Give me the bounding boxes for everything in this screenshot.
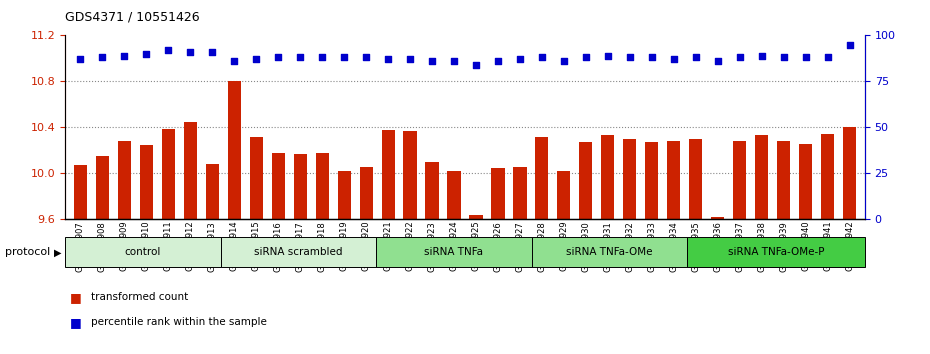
Bar <box>623 139 636 219</box>
Point <box>183 49 198 55</box>
Text: GDS4371 / 10551426: GDS4371 / 10551426 <box>65 11 200 24</box>
Point <box>380 57 395 62</box>
Bar <box>404 131 417 219</box>
Bar <box>579 142 592 219</box>
Point <box>711 58 725 64</box>
Text: ■: ■ <box>70 291 82 304</box>
Bar <box>249 137 263 219</box>
Point <box>469 62 484 68</box>
Bar <box>272 153 285 219</box>
Bar <box>821 134 834 219</box>
Bar <box>162 129 175 219</box>
Bar <box>184 122 197 219</box>
Text: control: control <box>125 247 161 257</box>
Point <box>205 49 219 55</box>
Point <box>314 55 329 60</box>
Bar <box>118 141 131 219</box>
Point <box>820 55 835 60</box>
Bar <box>73 165 87 219</box>
Bar <box>733 141 746 219</box>
Point <box>666 57 681 62</box>
Point <box>512 57 527 62</box>
Point <box>842 42 857 47</box>
Text: percentile rank within the sample: percentile rank within the sample <box>91 317 267 327</box>
Bar <box>513 166 526 219</box>
Bar <box>206 164 219 219</box>
Bar <box>447 171 460 219</box>
Bar <box>360 166 373 219</box>
Bar <box>294 154 307 219</box>
Point <box>777 55 791 60</box>
Point <box>732 55 747 60</box>
Bar <box>96 156 109 219</box>
Point <box>293 55 308 60</box>
Point <box>688 55 703 60</box>
Point <box>403 57 418 62</box>
Point <box>601 53 616 58</box>
Bar <box>557 171 570 219</box>
Point <box>249 57 264 62</box>
Point <box>271 55 286 60</box>
Bar <box>601 136 615 219</box>
Text: ■: ■ <box>70 316 82 329</box>
Bar <box>338 171 351 219</box>
Bar <box>65 237 220 267</box>
Bar <box>425 162 439 219</box>
Point <box>161 47 176 53</box>
Point <box>95 55 110 60</box>
Text: transformed count: transformed count <box>91 292 189 302</box>
Point <box>446 58 461 64</box>
Bar <box>376 237 532 267</box>
Point <box>139 51 153 57</box>
Point <box>337 55 352 60</box>
Point <box>754 53 769 58</box>
Text: siRNA scrambled: siRNA scrambled <box>254 247 342 257</box>
Point <box>490 58 505 64</box>
Bar <box>711 217 724 219</box>
Bar <box>687 237 865 267</box>
Point <box>227 58 242 64</box>
Bar <box>799 143 812 219</box>
Bar <box>315 153 329 219</box>
Point <box>359 55 374 60</box>
Bar <box>381 130 394 219</box>
Bar <box>667 141 681 219</box>
Bar <box>220 237 376 267</box>
Point <box>73 57 88 62</box>
Bar <box>645 142 658 219</box>
Bar <box>843 127 857 219</box>
Bar <box>536 137 549 219</box>
Point <box>644 55 659 60</box>
Text: siRNA TNFa-OMe-P: siRNA TNFa-OMe-P <box>728 247 824 257</box>
Bar <box>491 168 505 219</box>
Bar <box>470 215 483 219</box>
Point <box>425 58 440 64</box>
Bar <box>228 81 241 219</box>
Bar <box>755 136 768 219</box>
Point <box>535 55 550 60</box>
Text: siRNA TNFa: siRNA TNFa <box>424 247 484 257</box>
Bar <box>140 145 153 219</box>
Point <box>117 53 132 58</box>
Point <box>622 55 637 60</box>
Point <box>578 55 593 60</box>
Text: siRNA TNFa-OMe: siRNA TNFa-OMe <box>566 247 653 257</box>
Text: ▶: ▶ <box>54 247 61 257</box>
Bar <box>532 237 687 267</box>
Point <box>556 58 571 64</box>
Point <box>798 55 813 60</box>
Bar <box>689 139 702 219</box>
Text: protocol: protocol <box>5 247 50 257</box>
Bar <box>777 141 790 219</box>
